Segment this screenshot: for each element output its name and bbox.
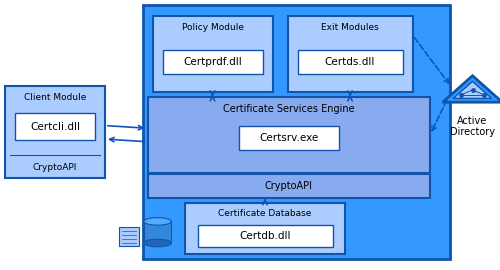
Text: Policy Module: Policy Module (182, 23, 244, 32)
Text: Certificate Services Engine: Certificate Services Engine (223, 104, 354, 114)
Bar (198, 225, 332, 247)
Text: Client Module: Client Module (24, 93, 86, 102)
Bar (15, 113, 95, 140)
Polygon shape (453, 82, 492, 98)
Bar (185, 202, 345, 254)
Ellipse shape (144, 218, 171, 225)
Bar (5, 86, 105, 178)
Text: Certdb.dll: Certdb.dll (240, 231, 291, 241)
Text: Certds.dll: Certds.dll (325, 57, 375, 67)
Text: Certificate Database: Certificate Database (218, 209, 312, 218)
Bar (144, 221, 171, 243)
Polygon shape (443, 76, 500, 102)
Bar (239, 126, 339, 150)
Bar (148, 97, 430, 173)
Bar (288, 16, 412, 92)
Ellipse shape (144, 239, 171, 247)
Text: CryptoAPI: CryptoAPI (264, 181, 313, 191)
Bar (298, 50, 403, 74)
Bar (119, 227, 139, 246)
Text: Exit Modules: Exit Modules (321, 23, 379, 32)
Text: Certsrv.exe: Certsrv.exe (259, 133, 318, 143)
Text: Certprdf.dll: Certprdf.dll (183, 57, 242, 67)
Bar (148, 174, 430, 198)
Bar (162, 50, 262, 74)
Bar (142, 5, 450, 259)
Text: Active
Directory: Active Directory (450, 116, 495, 137)
Bar (152, 16, 272, 92)
Text: Certcli.dll: Certcli.dll (30, 122, 80, 132)
Text: CryptoAPI: CryptoAPI (33, 163, 77, 172)
